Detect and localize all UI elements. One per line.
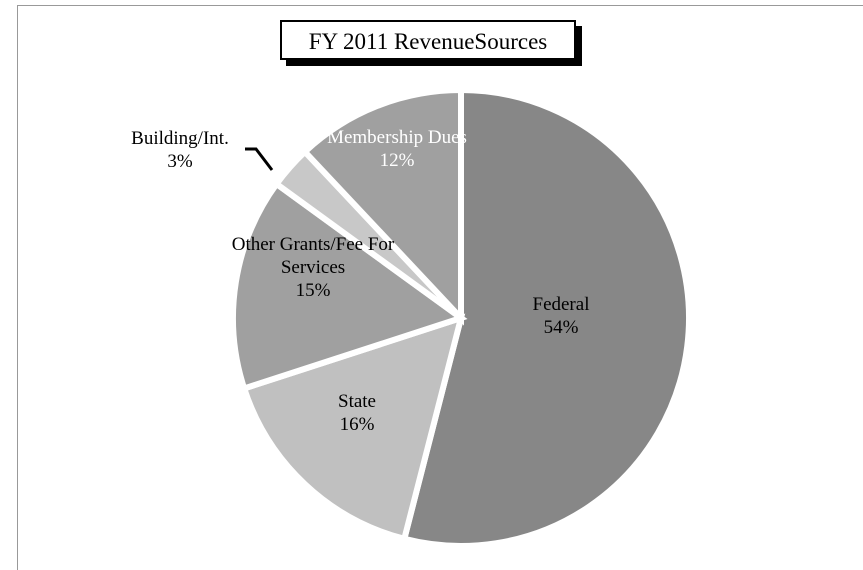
value-label: 12%	[379, 150, 415, 171]
value-label: 16%	[339, 414, 375, 435]
value-label: 3%	[167, 151, 193, 172]
category-label: State	[338, 391, 376, 412]
value-label: 15%	[295, 280, 331, 301]
pie-slice	[230, 179, 468, 393]
slice-label: Membership Dues 12%	[317, 126, 477, 172]
pie-slice	[400, 86, 692, 549]
value-label: 54%	[543, 317, 579, 338]
chart-title: FY 2011 RevenueSources	[280, 20, 576, 60]
slice-label: Other Grants/Fee For Services 15%	[218, 233, 408, 302]
leader-line	[245, 147, 274, 171]
slice-label: Federal 54%	[481, 293, 641, 339]
slice-label: State 16%	[277, 390, 437, 436]
category-label: Other Grants/Fee For Services	[231, 234, 395, 278]
slice-label: Building/Int. 3%	[100, 127, 260, 173]
category-label: Building/Int.	[131, 128, 229, 149]
category-label: Federal	[532, 294, 590, 315]
chart-frame	[17, 5, 863, 570]
pie-slice	[300, 86, 464, 326]
category-label: Membership Dues	[327, 127, 467, 148]
